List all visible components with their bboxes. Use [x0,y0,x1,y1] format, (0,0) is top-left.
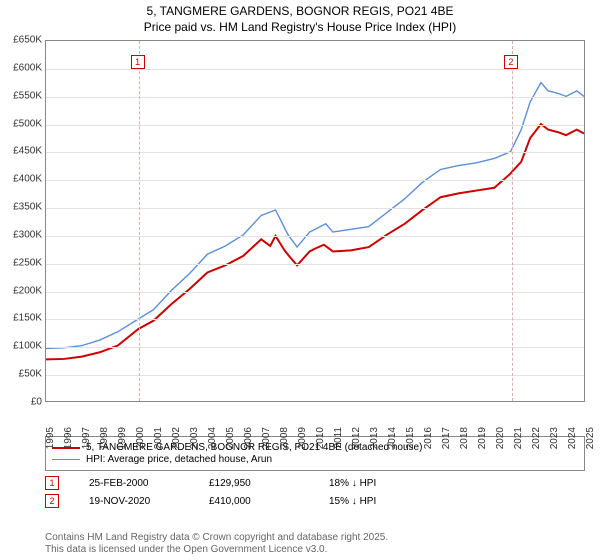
y-axis-label: £250K [2,257,42,268]
gridline-h [46,125,584,126]
x-axis-label: 2012 [351,427,362,449]
y-axis-label: £50K [2,369,42,380]
x-axis-label: 2013 [369,427,380,449]
marker-line [139,41,140,401]
x-axis-label: 2022 [531,427,542,449]
gridline-h [46,208,584,209]
y-axis-label: £600K [2,62,42,73]
y-axis-label: £0 [2,397,42,408]
x-axis-label: 2006 [243,427,254,449]
x-axis-label: 2021 [513,427,524,449]
chart-title: 5, TANGMERE GARDENS, BOGNOR REGIS, PO21 … [0,0,600,35]
footer-line1: Contains HM Land Registry data © Crown c… [45,532,388,544]
x-axis-label: 2009 [297,427,308,449]
x-axis-label: 2017 [441,427,452,449]
y-axis-label: £350K [2,202,42,213]
title-line2: Price paid vs. HM Land Registry's House … [0,20,600,36]
y-axis-label: £550K [2,90,42,101]
transaction-delta: 18% ↓ HPI [329,478,419,489]
transaction-price: £129,950 [209,478,299,489]
x-axis-label: 2010 [315,427,326,449]
x-axis-label: 1995 [45,427,56,449]
transaction-row: 1 25-FEB-2000 £129,950 18% ↓ HPI [45,476,585,490]
y-axis-label: £500K [2,118,42,129]
x-axis-label: 2019 [477,427,488,449]
x-axis-label: 2014 [387,427,398,449]
gridline-h [46,152,584,153]
x-axis-label: 2016 [423,427,434,449]
series-price [46,124,584,359]
x-axis-label: 2024 [567,427,578,449]
transaction-price: £410,000 [209,496,299,507]
gridline-h [46,319,584,320]
x-axis-label: 2023 [549,427,560,449]
footer: Contains HM Land Registry data © Crown c… [45,532,388,556]
x-axis-label: 2005 [225,427,236,449]
transaction-row: 2 19-NOV-2020 £410,000 15% ↓ HPI [45,494,585,508]
x-axis-label: 2018 [459,427,470,449]
gridline-h [46,236,584,237]
legend-row: HPI: Average price, detached house, Arun [52,454,578,465]
x-axis-label: 2020 [495,427,506,449]
x-axis-label: 2001 [153,427,164,449]
transaction-marker: 1 [45,476,59,490]
x-axis-label: 1998 [99,427,110,449]
y-axis-label: £650K [2,35,42,46]
x-axis-label: 2004 [207,427,218,449]
gridline-h [46,375,584,376]
transaction-date: 19-NOV-2020 [89,496,179,507]
series-hpi [46,83,584,349]
x-axis-label: 1999 [117,427,128,449]
x-axis-label: 1997 [81,427,92,449]
gridline-h [46,180,584,181]
x-axis-label: 2000 [135,427,146,449]
transaction-table: 1 25-FEB-2000 £129,950 18% ↓ HPI 2 19-NOV-202… [45,476,585,512]
y-axis-label: £300K [2,229,42,240]
x-axis-label: 2003 [189,427,200,449]
footer-line2: This data is licensed under the Open Gov… [45,544,388,556]
marker-box: 1 [131,55,145,69]
x-axis-label: 1996 [63,427,74,449]
y-axis-label: £450K [2,146,42,157]
gridline-h [46,347,584,348]
plot-area [45,40,585,402]
transaction-delta: 15% ↓ HPI [329,496,419,507]
title-line1: 5, TANGMERE GARDENS, BOGNOR REGIS, PO21 … [0,4,600,20]
marker-line [512,41,513,401]
x-axis-label: 2025 [585,427,596,449]
y-axis-label: £100K [2,341,42,352]
x-axis-label: 2015 [405,427,416,449]
gridline-h [46,292,584,293]
x-axis-label: 2007 [261,427,272,449]
x-axis-label: 2002 [171,427,182,449]
x-axis-label: 2008 [279,427,290,449]
marker-box: 2 [504,55,518,69]
x-axis-label: 2011 [333,427,344,449]
y-axis-label: £150K [2,313,42,324]
transaction-date: 25-FEB-2000 [89,478,179,489]
gridline-h [46,97,584,98]
chart-container: 5, TANGMERE GARDENS, BOGNOR REGIS, PO21 … [0,0,600,560]
transaction-marker: 2 [45,494,59,508]
legend-label: HPI: Average price, detached house, Arun [86,454,272,465]
y-axis-label: £200K [2,285,42,296]
legend-swatch [52,459,80,460]
gridline-h [46,264,584,265]
y-axis-label: £400K [2,174,42,185]
